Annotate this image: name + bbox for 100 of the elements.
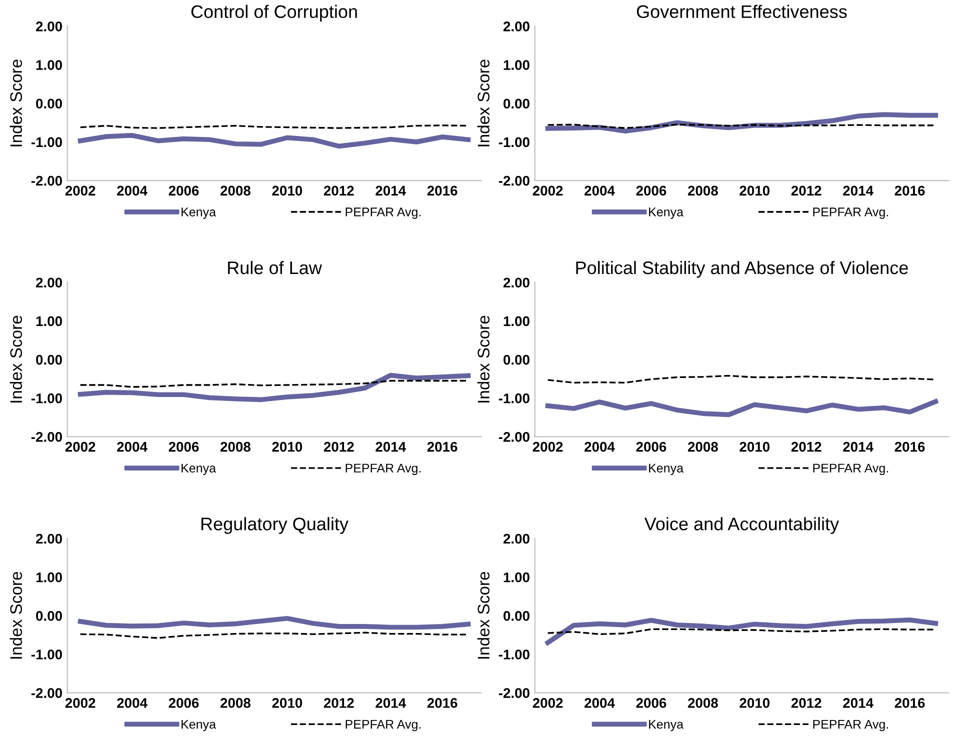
x-tick-label: 2012 [324, 186, 354, 196]
chart-title: Voice and Accountability [644, 517, 840, 534]
x-tick-label: 2016 [427, 442, 458, 452]
y-tick-label: -1.00 [31, 650, 62, 660]
x-tick-label: 2002 [532, 698, 563, 708]
x-tick-label: 2012 [791, 698, 822, 708]
x-tick-label: 2010 [740, 698, 770, 708]
chart-title: Government Effectiveness [636, 4, 847, 18]
line-series [78, 616, 471, 630]
y-tick-label: -2.00 [498, 432, 530, 442]
y-tick-label: -1.00 [498, 393, 530, 404]
x-tick-label: 2010 [272, 698, 302, 708]
y-tick-label: 1.00 [36, 316, 62, 326]
x-tick-label: 2002 [65, 698, 96, 708]
x-tick-label: 2002 [532, 186, 563, 196]
x-tick-label: 2016 [427, 698, 458, 708]
legend-label: Kenya [182, 464, 216, 476]
x-tick-label: 2006 [636, 442, 666, 452]
x-tick-label: 2016 [894, 698, 925, 708]
y-tick-label: -2.00 [498, 688, 530, 698]
chart-title: Rule of Law [228, 260, 322, 274]
legend-label: PEPFAR Avg. [813, 464, 888, 476]
x-tick-label: 2004 [584, 442, 615, 452]
y-tick-label: -2.00 [31, 176, 62, 186]
y-tick-label: -1.00 [31, 137, 62, 148]
y-tick-label: 1.00 [504, 316, 530, 326]
x-tick-label: 2016 [894, 186, 925, 196]
y-tick-label: 2.00 [36, 278, 62, 288]
x-tick-label: 2016 [427, 186, 458, 196]
x-tick-label: 2012 [791, 442, 822, 452]
y-tick-label: -1.00 [498, 137, 530, 148]
y-tick-label: -1.00 [31, 393, 62, 404]
x-tick-label: 2014 [843, 186, 874, 196]
y-tick-label: -2.00 [31, 432, 62, 442]
x-tick-label: 2008 [220, 442, 250, 452]
legend-label: Kenya [649, 464, 684, 476]
legend-label: PEPFAR Avg. [346, 464, 421, 476]
x-tick-label: 2012 [791, 186, 822, 196]
y-tick-label: 0.00 [36, 354, 62, 365]
x-tick-label: 2002 [65, 442, 96, 452]
y-tick-label: 2.00 [503, 534, 530, 544]
y-axis-title: Index Score [477, 60, 490, 146]
chart-title: Control of Corruption [191, 4, 357, 22]
x-tick-label: 2004 [117, 442, 148, 452]
chart-title: Regulatory Quality [201, 517, 348, 534]
y-tick-label: 0.00 [504, 354, 530, 365]
y-tick-label: 1.00 [36, 572, 62, 582]
x-tick-label: 2006 [168, 698, 199, 708]
x-tick-label: 2008 [220, 186, 250, 196]
y-tick-label: 2.00 [36, 22, 62, 32]
y-axis-title: Index Score [10, 316, 22, 402]
y-axis-title: Index Score [477, 316, 490, 402]
x-tick-label: 2004 [117, 698, 148, 708]
x-tick-label: 2004 [584, 186, 615, 196]
chart-title: Political Stability and Absence of Violence [576, 260, 908, 278]
x-tick-label: 2008 [688, 186, 718, 196]
y-tick-label: 2.00 [503, 22, 530, 32]
x-tick-label: 2008 [220, 698, 250, 708]
x-tick-label: 2012 [324, 442, 354, 452]
x-tick-label: 2014 [843, 442, 874, 452]
legend-label: Kenya [182, 720, 216, 732]
x-tick-label: 2010 [272, 442, 302, 452]
y-tick-label: 2.00 [36, 534, 62, 544]
x-tick-label: 2014 [376, 442, 406, 452]
legend-label: PEPFAR Avg. [813, 720, 888, 732]
y-tick-label: -1.00 [498, 650, 530, 660]
line-series [545, 399, 938, 418]
y-tick-label: -2.00 [31, 688, 62, 698]
y-tick-label: 1.00 [504, 60, 530, 70]
legend-label: Kenya [649, 208, 684, 219]
x-tick-label: 2010 [740, 442, 770, 452]
x-tick-label: 2006 [168, 442, 199, 452]
x-tick-label: 2006 [168, 186, 199, 196]
y-tick-label: 2.00 [503, 278, 530, 288]
x-tick-label: 2006 [636, 698, 666, 708]
x-tick-label: 2006 [636, 186, 666, 196]
y-tick-label: 0.00 [504, 98, 530, 109]
y-tick-label: 1.00 [36, 60, 62, 70]
y-axis-title: Index Score [477, 572, 490, 659]
legend-label: Kenya [182, 208, 216, 219]
y-tick-label: 0.00 [36, 98, 62, 109]
x-tick-label: 2014 [376, 698, 406, 708]
legend-label: Kenya [649, 720, 684, 732]
x-tick-label: 2002 [65, 186, 96, 196]
x-tick-label: 2014 [376, 186, 406, 196]
line-series [78, 132, 471, 149]
y-axis-title: Index Score [10, 60, 22, 146]
x-tick-label: 2016 [894, 442, 925, 452]
line-series [545, 617, 938, 646]
y-tick-label: 0.00 [504, 611, 530, 621]
y-axis-title: Index Score [10, 572, 22, 659]
x-tick-label: 2014 [843, 698, 874, 708]
legend-label: PEPFAR Avg. [813, 208, 888, 219]
legend-label: PEPFAR Avg. [346, 720, 421, 732]
x-tick-label: 2008 [688, 442, 718, 452]
line-series [80, 380, 469, 388]
x-tick-label: 2010 [272, 186, 302, 196]
y-tick-label: 1.00 [504, 572, 530, 582]
x-tick-label: 2004 [584, 698, 615, 708]
x-tick-label: 2010 [740, 186, 770, 196]
